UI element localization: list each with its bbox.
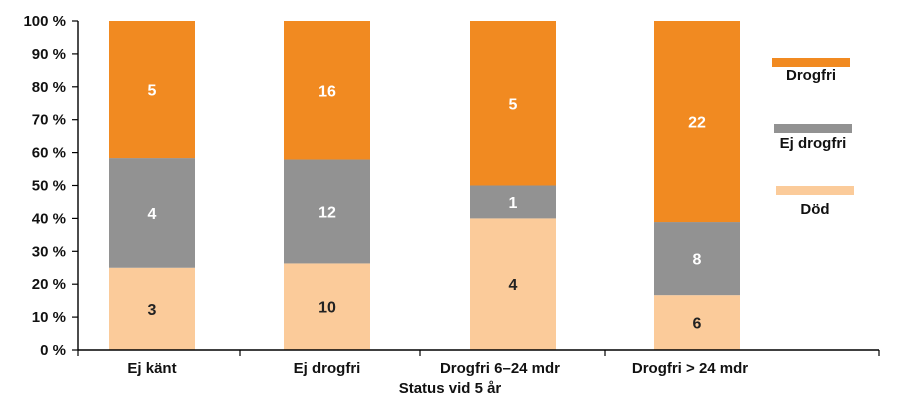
legend-swatch [774,124,852,133]
x-tick-label: Ej känt [127,360,176,377]
bar-segment [470,185,556,219]
bar-segment [109,267,195,350]
data-label: 8 [693,252,702,269]
bar-segment [654,21,740,223]
y-tick-label: 30 % [32,243,66,260]
y-tick-label: 60 % [32,145,66,162]
bar-segment [470,218,556,350]
y-tick-label: 80 % [32,79,66,96]
legend: Drogfri Ej drogfri Död [772,58,854,218]
y-tick-label: 90 % [32,46,66,63]
y-tick-label: 100 % [23,13,66,30]
data-label: 4 [509,277,518,294]
legend-label: Död [800,201,829,218]
bar-segment [654,222,740,296]
x-axis: Ej känt Ej drogfri Drogfri 6–24 mdr Drogfri… [77,349,880,377]
y-tick-label: 0 % [40,342,66,359]
y-tick-label: 40 % [32,210,66,227]
data-label: 16 [318,83,336,100]
data-label: 5 [509,96,518,113]
bar-segment [109,158,195,268]
bar-segment [284,263,370,350]
bar-segment [284,159,370,264]
legend-swatch [776,186,854,195]
y-tick-label: 70 % [32,112,66,129]
y-tick-label: 10 % [32,309,66,326]
bar-segment [470,21,556,186]
bar-segment [284,21,370,160]
bar-segment [654,295,740,350]
legend-label: Ej drogfri [780,135,847,152]
x-tick-label: Ej drogfri [294,360,361,377]
y-tick-label: 50 % [32,178,66,195]
data-label: 10 [318,300,336,317]
bar-segment [109,21,195,159]
y-tick-label: 20 % [32,276,66,293]
plot-area: 3 4 5 10 12 16 4 1 5 6 8 22 [109,21,740,350]
data-label: 1 [509,195,518,212]
data-label: 12 [318,204,336,221]
legend-label: Drogfri [786,67,836,84]
data-label: 5 [148,83,157,100]
x-tick-label: Drogfri > 24 mdr [632,360,748,377]
y-axis: 0 % 10 % 20 % 30 % 40 % 50 % 60 % 70 % 80 % 90 % 1… [23,13,79,359]
x-tick-label: Drogfri 6–24 mdr [440,360,560,377]
legend-swatch [772,58,850,67]
data-label: 4 [148,206,157,223]
data-label: 3 [148,302,157,319]
x-axis-title: Status vid 5 år [399,380,502,397]
data-label: 22 [688,115,706,132]
data-label: 6 [693,316,702,333]
